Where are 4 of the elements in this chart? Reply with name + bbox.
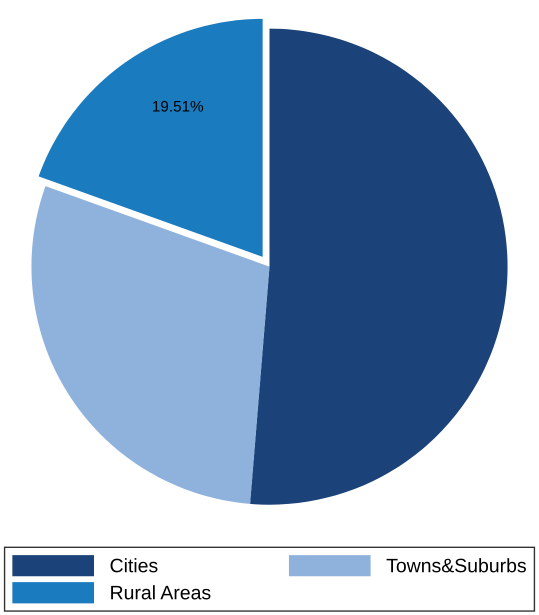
legend-label: Towns&Suburbs bbox=[386, 558, 526, 572]
legend-label: Cities bbox=[110, 558, 158, 572]
data-label: 19.51% bbox=[153, 100, 204, 112]
legend-label: Rural Areas bbox=[111, 585, 210, 600]
